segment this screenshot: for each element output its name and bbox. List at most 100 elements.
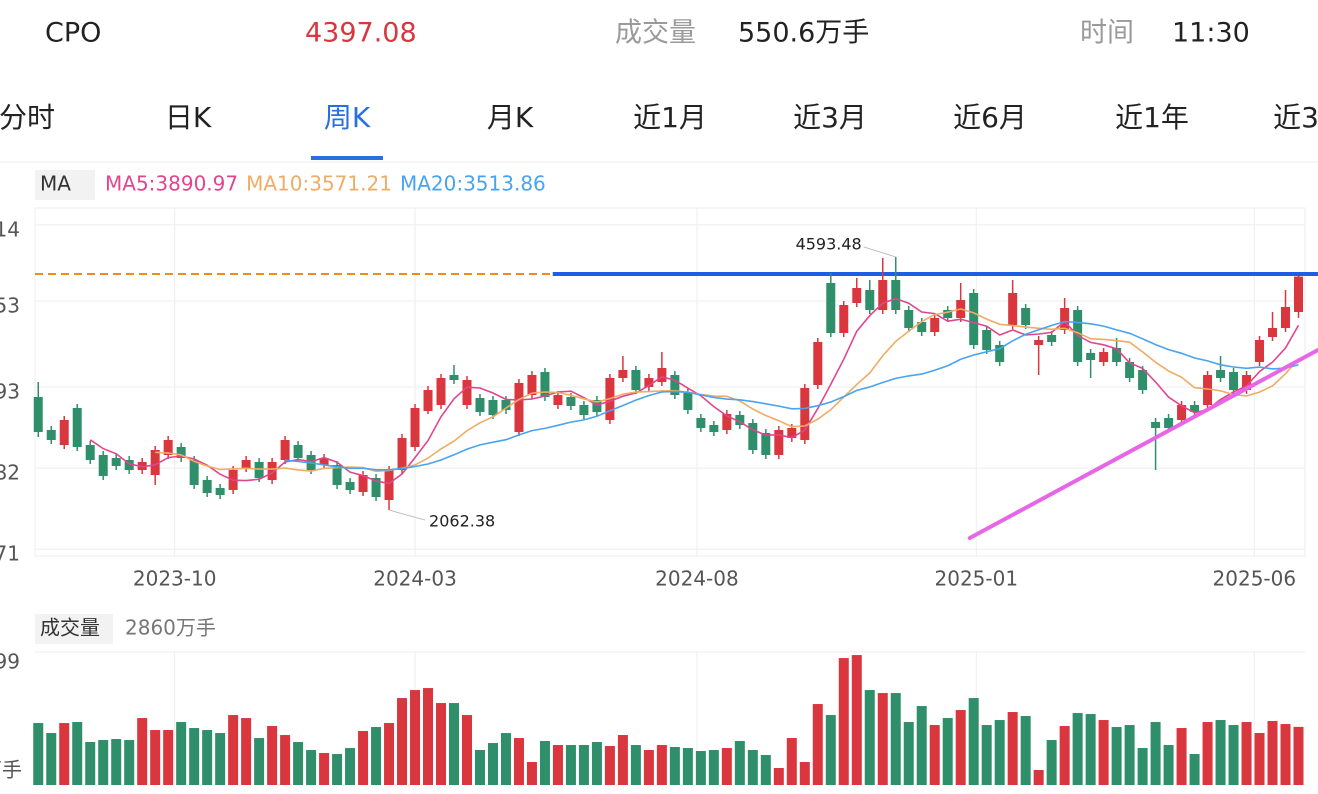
candle-body xyxy=(254,462,264,478)
candle-body xyxy=(618,370,628,378)
candle-body xyxy=(319,458,329,465)
volume-bar xyxy=(955,710,966,785)
candle-body xyxy=(371,478,381,497)
candle-body xyxy=(1138,370,1148,390)
volume-bar xyxy=(176,722,187,785)
ma-legend: MA5:3890.97 xyxy=(105,172,238,196)
x-tick-label: 2025-01 xyxy=(935,567,1019,591)
candle-body xyxy=(1008,293,1018,325)
tab[interactable]: 月K xyxy=(487,101,534,134)
candle-body xyxy=(488,400,498,415)
tab[interactable]: 近3月 xyxy=(793,101,867,134)
candle-body xyxy=(774,430,784,455)
candle-body xyxy=(449,375,459,380)
x-tick-label: 2025-06 xyxy=(1213,567,1297,591)
tab[interactable]: 近1月 xyxy=(633,101,707,134)
x-tick-label: 2024-03 xyxy=(373,567,457,591)
tab[interactable]: 周K xyxy=(324,101,371,134)
min-label: 2062.38 xyxy=(429,512,495,531)
volume-bar xyxy=(682,748,693,785)
volume-bar xyxy=(228,715,239,785)
volume-bar xyxy=(397,698,408,785)
volume-bar xyxy=(59,723,70,785)
candle-body xyxy=(579,405,589,415)
volume-bar xyxy=(695,751,706,785)
volume-bar xyxy=(124,740,135,785)
candle-body xyxy=(982,330,992,350)
volume-bar xyxy=(838,658,849,785)
volume-bar xyxy=(643,750,654,785)
volume-bar xyxy=(1176,728,1187,785)
volume-bar xyxy=(384,723,395,785)
volume-bar xyxy=(1111,727,1122,785)
candle-body xyxy=(423,390,433,411)
volume-bar xyxy=(215,733,226,785)
candle-body xyxy=(527,375,537,395)
volume-bar xyxy=(111,739,122,785)
candle-body xyxy=(189,460,199,485)
tab[interactable]: 近1年 xyxy=(1115,101,1189,134)
volume-bar xyxy=(293,742,304,785)
volume-bar xyxy=(812,704,823,785)
candle-body xyxy=(280,440,290,460)
volume-bar xyxy=(85,742,96,785)
volume-title: 成交量 xyxy=(40,616,100,640)
candle-body xyxy=(943,310,953,318)
ma-line xyxy=(285,320,1299,471)
candle-body xyxy=(748,423,758,450)
candle-body xyxy=(800,388,810,440)
candle-body xyxy=(72,408,82,447)
volume-bar xyxy=(254,738,265,785)
candle-body xyxy=(1203,375,1213,405)
volume-bar xyxy=(1254,733,1265,785)
candle-body xyxy=(1177,405,1187,420)
volume-bar xyxy=(786,738,797,785)
candle-body xyxy=(176,447,186,458)
candle-body xyxy=(33,397,43,432)
volume-bar xyxy=(929,725,940,785)
tab[interactable]: 分时 xyxy=(0,101,55,134)
tab[interactable]: 近6月 xyxy=(953,101,1027,134)
ma-legend: MA20:3513.86 xyxy=(400,172,546,196)
max-label: 4593.48 xyxy=(796,234,862,253)
tab[interactable]: 近3年 xyxy=(1273,101,1318,134)
candle-body xyxy=(787,428,797,438)
time: 11:30 xyxy=(1172,18,1250,49)
volume-bar xyxy=(994,720,1005,785)
candle-body xyxy=(163,440,173,455)
candle-body xyxy=(345,482,355,490)
candle-body xyxy=(1229,372,1239,390)
tab[interactable]: 日K xyxy=(165,101,212,134)
volume-bar xyxy=(1293,726,1304,785)
candle-body xyxy=(917,322,927,332)
candle-body xyxy=(592,400,602,412)
candle-body xyxy=(1086,353,1096,360)
volume-bar xyxy=(721,748,732,785)
volume-bar xyxy=(552,745,563,785)
candle-body xyxy=(891,280,901,310)
candle-body xyxy=(46,430,56,440)
candle-body xyxy=(358,475,368,492)
volume-bar xyxy=(539,741,550,785)
volume-bar xyxy=(916,706,927,785)
candle-body xyxy=(670,375,680,395)
candle-body xyxy=(969,293,979,345)
candle-body xyxy=(293,445,303,458)
volume-bar xyxy=(1033,770,1044,785)
candle-body xyxy=(839,305,849,333)
volume-bar xyxy=(1241,722,1252,785)
volume-bar xyxy=(708,750,719,785)
volume-bar xyxy=(150,730,161,785)
symbol: CPO xyxy=(45,18,101,49)
candle-body xyxy=(553,395,563,405)
volume-bar xyxy=(358,731,369,785)
candle-body xyxy=(85,445,95,460)
volume-current: 2860万手 xyxy=(125,616,216,640)
candle-body xyxy=(1294,276,1304,312)
volume-bar xyxy=(981,725,992,785)
volume-bar xyxy=(241,718,252,785)
volume-box xyxy=(35,614,113,644)
candle-body xyxy=(1164,418,1174,428)
volume-bar xyxy=(1124,725,1135,785)
volume-bar xyxy=(449,703,460,785)
